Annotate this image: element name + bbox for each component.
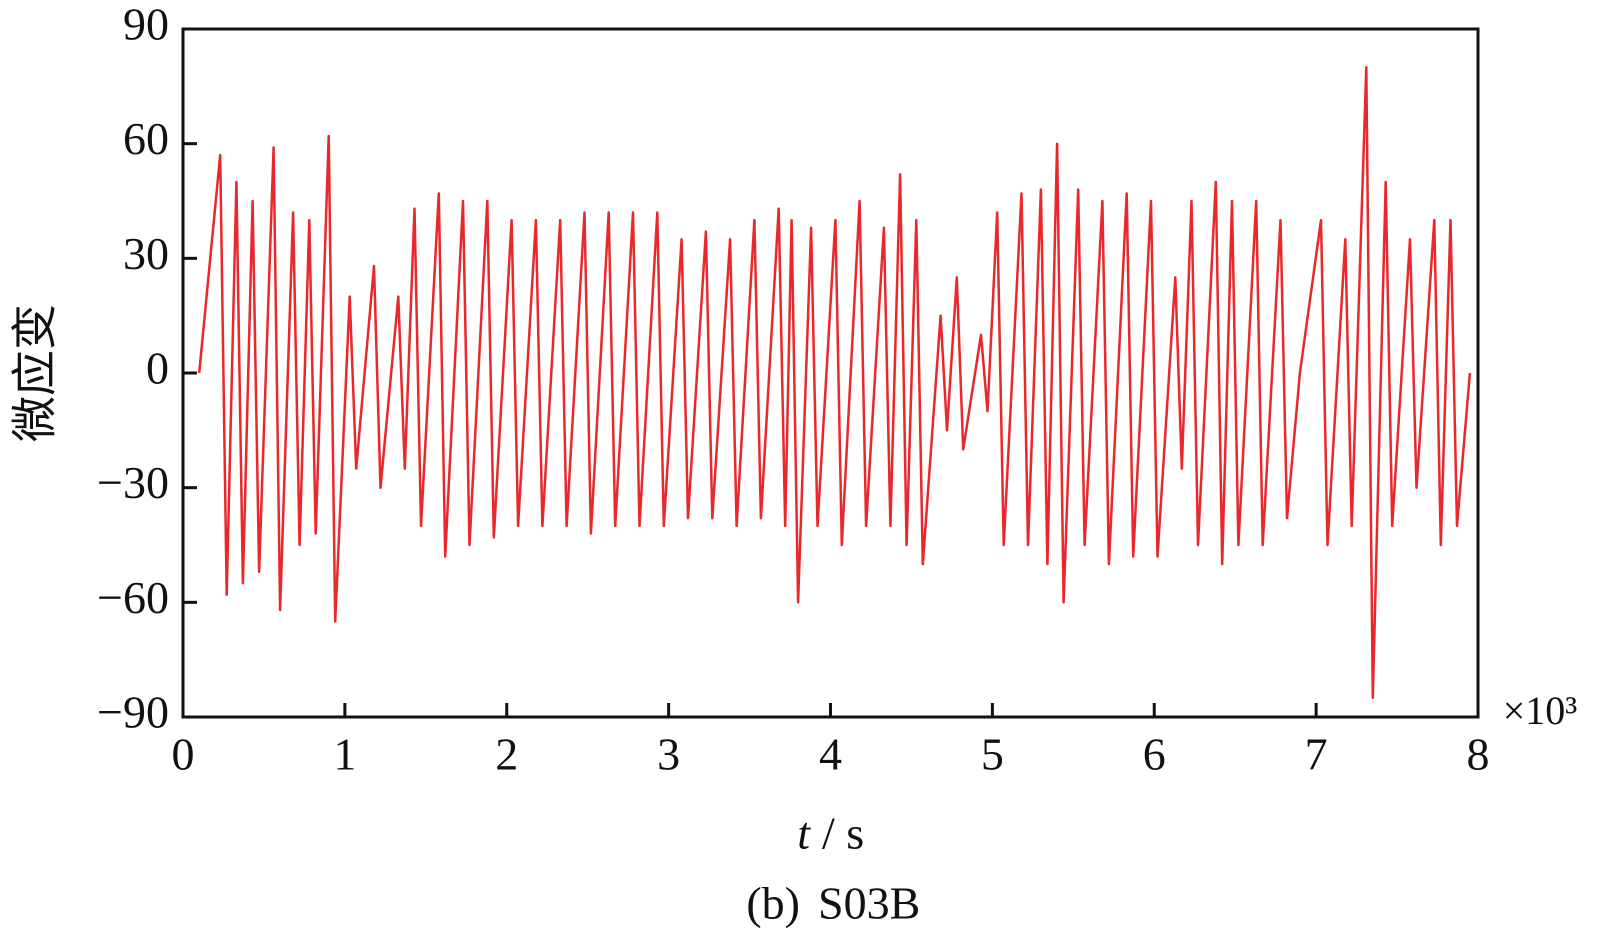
x-tick-label: 4 (819, 729, 842, 780)
x-tick-label: 7 (1305, 729, 1328, 780)
y-tick-label: −90 (97, 687, 169, 738)
x-tick-label: 3 (657, 729, 680, 780)
y-tick-label: 30 (123, 228, 169, 279)
y-tick-label: 90 (123, 0, 169, 50)
x-tick-label: 5 (981, 729, 1004, 780)
x-tick-label: 1 (333, 729, 356, 780)
caption-name: S03B (818, 878, 920, 929)
signal-line (197, 65, 1472, 700)
y-tick-label: 60 (123, 113, 169, 164)
y-tick-label: −60 (97, 572, 169, 623)
x-multiplier: ×10³ (1503, 688, 1578, 733)
x-tick-label: 2 (495, 729, 518, 780)
x-tick-label: 6 (1143, 729, 1166, 780)
caption-prefix: (b) (746, 878, 800, 929)
x-tick-label: 0 (172, 729, 195, 780)
y-tick-label: 0 (146, 343, 169, 394)
x-tick-label: 8 (1467, 729, 1490, 780)
y-tick-label: −30 (97, 457, 169, 508)
x-axis-variable: t (797, 808, 811, 859)
y-axis-label: 微应变 (10, 304, 61, 442)
x-axis-unit: / s (822, 808, 864, 859)
